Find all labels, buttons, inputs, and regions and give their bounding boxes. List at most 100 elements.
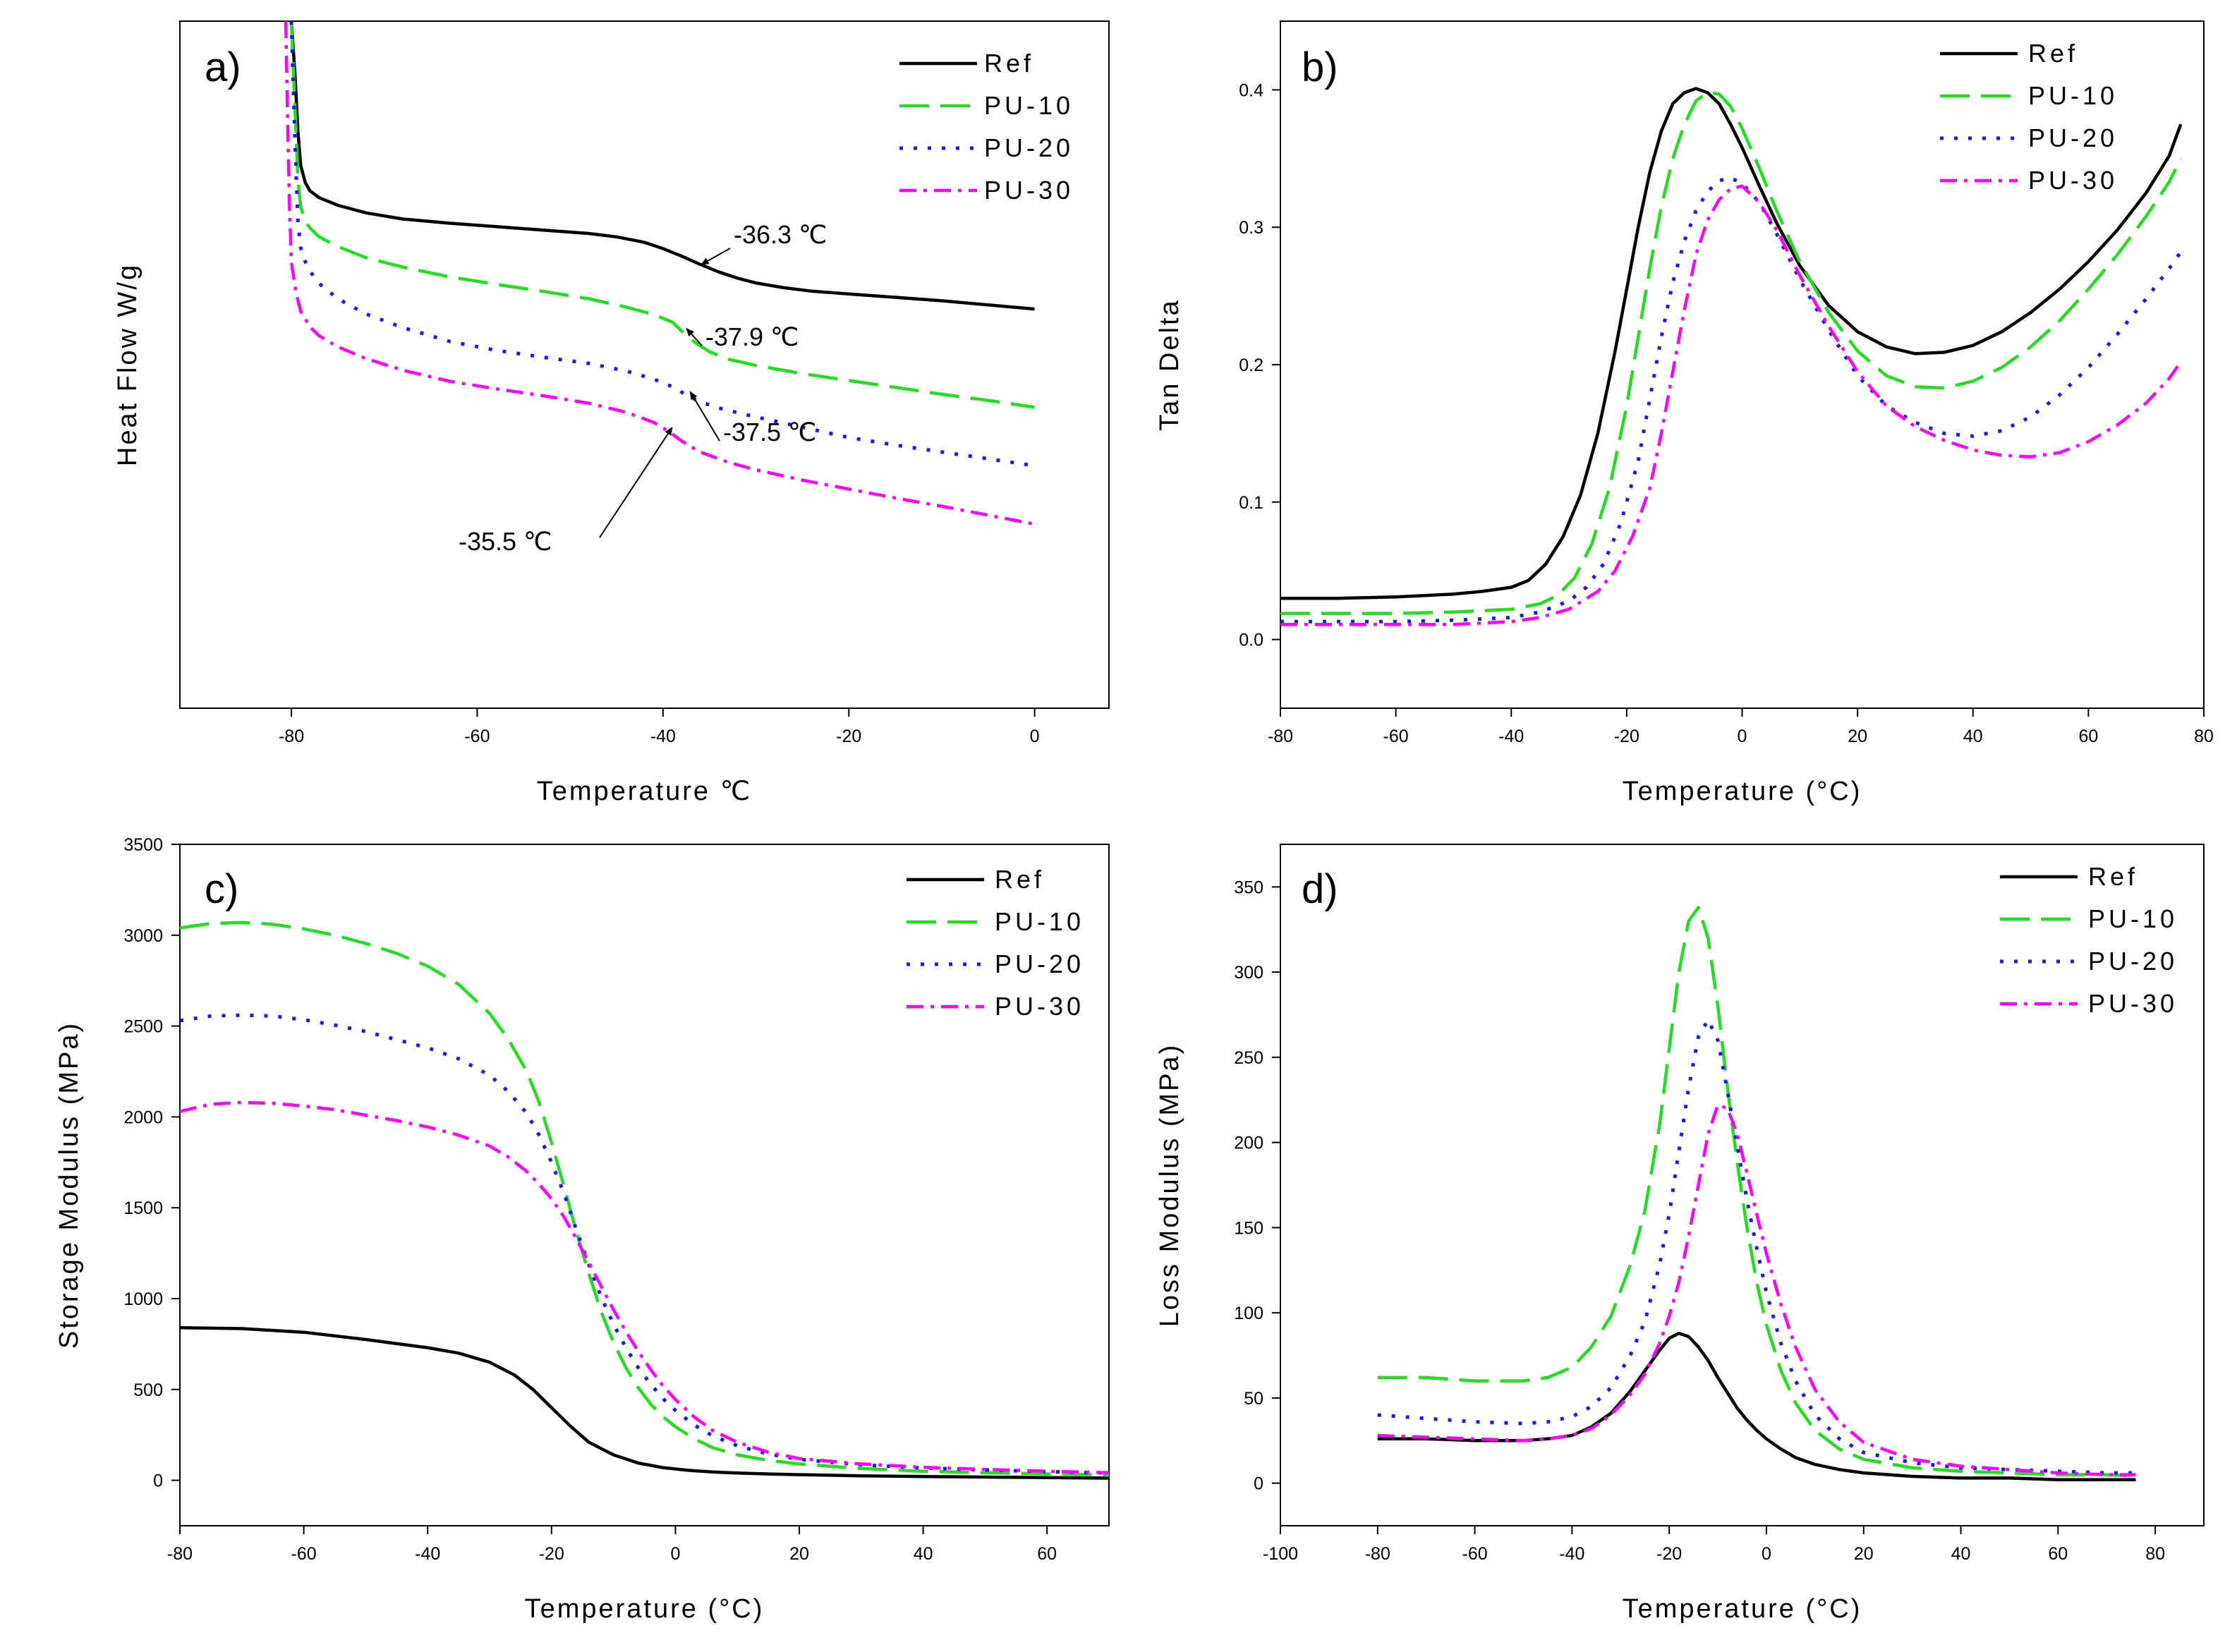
annotation-label: -37.9 ℃ (705, 322, 799, 351)
series-line-ref (179, 1325, 1110, 1480)
x-tick-label: 60 (2048, 1544, 2068, 1564)
series-line-pu-30 (1280, 184, 2183, 626)
chart-b: -80 -60 -40 -20 0 20 40 60 80 0.0 0.1 0.2 0.3 0.4 Temp… (1155, 20, 2214, 806)
legend: Ref PU-10 PU-20 PU-30 (1940, 39, 2118, 195)
x-axis-title: Temperature (°C) (1623, 777, 1862, 806)
legend-label-pu-10: PU-10 (984, 91, 1074, 120)
annotation-label: -36.3 ℃ (734, 220, 827, 249)
legend: Ref PU-10 PU-20 PU-30 (2000, 862, 2178, 1018)
x-tick-label: 20 (789, 1544, 809, 1564)
y-tick-label: 350 (1234, 877, 1263, 897)
chart-a: -80 -60 -40 -20 0 Temperature ℃ Heat Flow W/g a… (113, 20, 1110, 806)
x-tick-label: 80 (2145, 1544, 2165, 1564)
panel-label: b) (1302, 44, 1338, 90)
x-tick-label: -40 (415, 1544, 440, 1564)
x-tick-label: 0 (1030, 727, 1040, 746)
y-tick-label: 200 (1234, 1134, 1263, 1153)
x-tick-label: 40 (1951, 1544, 1971, 1564)
annotation-arrow (700, 248, 731, 265)
x-tick-label: -60 (291, 1544, 317, 1564)
legend-label-pu-20: PU-20 (984, 133, 1074, 162)
x-tick-label: -40 (1559, 1544, 1584, 1564)
x-tick-label: -20 (539, 1544, 564, 1564)
legend-label-pu-20: PU-20 (2088, 947, 2178, 976)
series-line-pu-30 (284, 20, 1036, 526)
y-tick-label: 100 (1234, 1304, 1263, 1323)
y-tick-label: 2500 (123, 1017, 163, 1037)
y-tick-label: 300 (1234, 963, 1263, 983)
annotation-label: -35.5 ℃ (459, 527, 552, 556)
y-tick-label: 1000 (123, 1289, 163, 1309)
annotation-arrow (689, 391, 720, 442)
x-tick-label: -20 (1614, 727, 1639, 746)
legend-label-pu-30: PU-30 (984, 176, 1074, 205)
x-tick-label: -60 (1383, 727, 1409, 746)
x-axis-title: Temperature ℃ (537, 777, 753, 806)
x-tick-label: -20 (836, 727, 861, 746)
series-line-pu-30 (179, 1100, 1110, 1475)
x-tick-label: -20 (1656, 1544, 1682, 1564)
legend-label-ref: Ref (2088, 862, 2138, 891)
y-tick-label: 3500 (123, 835, 163, 855)
chart-c: -80 -60 -40 -20 0 20 40 60 0 500 1000 1500 2000 2500 3… (54, 835, 1110, 1624)
series-line-ref (1280, 87, 2183, 600)
series-line-pu-20 (289, 20, 1035, 468)
series-line-pu-10 (179, 921, 1110, 1477)
y-tick-label: 3000 (123, 926, 163, 946)
x-tick-label: -80 (167, 1544, 193, 1564)
plot-frame (179, 20, 1110, 709)
y-tick-label: 50 (1244, 1389, 1263, 1409)
plot-frame (1280, 844, 2205, 1526)
x-tick-label: -80 (279, 727, 304, 746)
y-axis-title: Heat Flow W/g (113, 263, 143, 466)
panel-label: c) (205, 866, 238, 912)
y-tick-label: 0.1 (1239, 493, 1263, 513)
panel-label: a) (205, 44, 241, 90)
x-tick-label: 40 (1963, 727, 1983, 746)
x-tick-label: -100 (1263, 1544, 1298, 1564)
y-tick-label: 0.0 (1239, 631, 1263, 650)
y-tick-label: 250 (1234, 1048, 1263, 1068)
x-tick-label: -40 (650, 727, 676, 746)
annotation-label: -37.5 ℃ (723, 418, 817, 447)
x-tick-label: 60 (2078, 727, 2098, 746)
x-tick-label: -40 (1498, 727, 1524, 746)
x-tick-label: 0 (1738, 727, 1747, 746)
legend-label-pu-10: PU-10 (995, 907, 1084, 936)
series-line-ref (289, 20, 1035, 311)
x-tick-label: 40 (914, 1544, 933, 1564)
y-tick-label: 0 (153, 1471, 163, 1491)
x-tick-label: -60 (1462, 1544, 1488, 1564)
series-line-pu-30 (1377, 1103, 2136, 1476)
series-line-pu-10 (289, 20, 1035, 409)
x-tick-label: -80 (1268, 727, 1293, 746)
x-tick-label: 60 (1037, 1544, 1057, 1564)
y-axis-title: Storage Modulus (MPa) (54, 1021, 84, 1349)
y-tick-label: 500 (133, 1380, 163, 1400)
y-tick-label: 0.2 (1239, 356, 1263, 375)
legend-label-pu-20: PU-20 (2028, 123, 2118, 152)
legend-label-ref: Ref (984, 49, 1034, 78)
series-line-pu-10 (1377, 906, 2136, 1478)
annotation-arrow (599, 426, 673, 538)
series-line-pu-20 (179, 1013, 1110, 1475)
series-line-pu-20 (1377, 1018, 2136, 1475)
legend-label-pu-30: PU-30 (995, 992, 1084, 1021)
y-tick-label: 2000 (123, 1107, 163, 1127)
legend-label-pu-30: PU-30 (2088, 989, 2178, 1018)
legend-label-pu-10: PU-10 (2028, 81, 2118, 110)
legend-label-pu-20: PU-20 (995, 949, 1084, 978)
y-tick-label: 0.3 (1239, 218, 1263, 238)
legend-label-pu-30: PU-30 (2028, 166, 2118, 195)
chart-d: -100 -80 -60 -40 -20 0 20 40 60 80 0 50 100 150 200 250… (1155, 844, 2205, 1624)
y-axis-title: Loss Modulus (MPa) (1155, 1043, 1184, 1327)
x-axis-title: Temperature (°C) (525, 1594, 765, 1624)
x-axis-title: Temperature (°C) (1623, 1594, 1862, 1624)
series-line-pu-20 (1280, 176, 2183, 624)
plot-frame (179, 844, 1110, 1526)
y-tick-label: 150 (1234, 1218, 1263, 1238)
x-tick-label: 0 (1762, 1544, 1771, 1564)
x-tick-label: -80 (1365, 1544, 1390, 1564)
y-tick-label: 0.4 (1239, 80, 1263, 100)
series-line-pu-10 (1280, 91, 2183, 615)
